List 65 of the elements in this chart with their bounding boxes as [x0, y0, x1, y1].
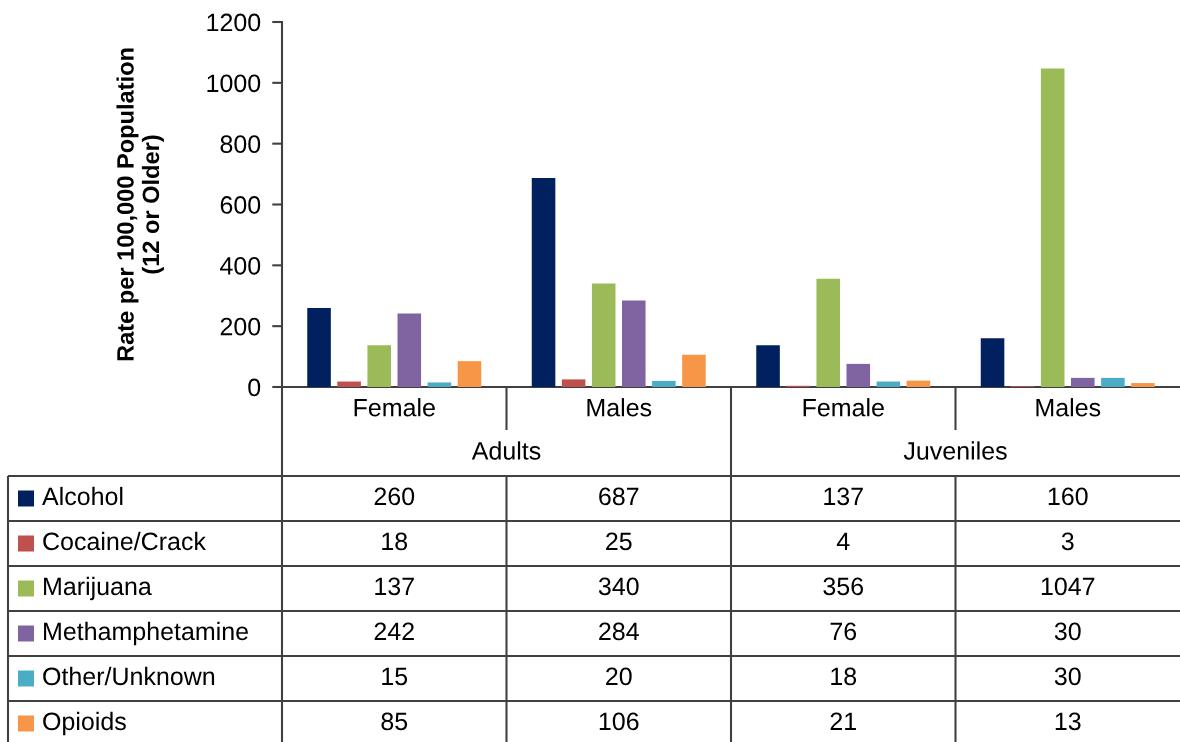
bar [427, 382, 452, 387]
data-label: 25 [606, 532, 632, 551]
data-label: 21 [830, 712, 856, 730]
bar [531, 178, 556, 387]
data-label: 30 [1054, 667, 1081, 686]
bar [816, 278, 840, 387]
y-tick-label: 200 [220, 317, 261, 336]
text: Juveniles [903, 441, 1007, 460]
data-label: 30 [1054, 622, 1081, 641]
bar [1040, 68, 1065, 387]
bar [337, 381, 361, 387]
bar [367, 345, 391, 387]
bar [906, 380, 931, 387]
bar [682, 354, 706, 387]
x-tick-label: Female [354, 398, 435, 417]
legend-label: Other/Unknown [43, 666, 215, 686]
x-tick-label: Males [1036, 398, 1101, 417]
bar [756, 345, 780, 387]
y-tick-label: 1000 [207, 74, 261, 93]
bar [1131, 383, 1155, 387]
data-label: 85 [381, 712, 408, 731]
data-label: 4 [836, 532, 850, 550]
data-label: 3 [1061, 532, 1074, 551]
data-label: 15 [382, 667, 408, 686]
data-label: 137 [824, 487, 863, 506]
data-label: 18 [382, 532, 408, 551]
data-label: 13 [1055, 712, 1081, 731]
bar [1071, 377, 1095, 387]
data-label: 76 [830, 622, 857, 641]
text: Adults [471, 441, 541, 460]
x-tick-label: Female [803, 398, 884, 417]
bar [397, 313, 422, 387]
legend-label: Marijuana [44, 576, 152, 601]
data-label: 20 [606, 667, 632, 686]
data-label: 242 [374, 622, 414, 640]
bar [307, 307, 331, 387]
data-label: 284 [599, 622, 639, 641]
legend-label: Methamphetamine [44, 621, 248, 646]
data-label: 260 [374, 487, 415, 506]
bar [561, 379, 586, 387]
legend-label: Cocaine/Crack [43, 531, 206, 551]
y-tick-label: 800 [220, 135, 261, 153]
data-label: 1047 [1041, 577, 1095, 596]
data-label: 137 [375, 577, 414, 596]
bar [622, 300, 646, 387]
bar [980, 338, 1005, 387]
bar [457, 361, 482, 387]
bar [591, 283, 616, 387]
y-tick-label: 0 [248, 378, 261, 397]
y-tick-label: 1200 [207, 13, 261, 32]
data-label: 340 [598, 577, 639, 596]
y-tick-label: 400 [220, 256, 261, 275]
data-label: 687 [599, 487, 639, 506]
data-label: 160 [1048, 487, 1088, 506]
y-axis-title: Rate per 100,000 Population (12 or Older) [116, 48, 164, 361]
x-tick-label: Males [587, 398, 652, 417]
data-label: 106 [599, 712, 639, 731]
bar [1101, 377, 1125, 387]
y-tick-label: 600 [220, 196, 261, 214]
data-label: 356 [823, 577, 864, 596]
legend-label: Alcohol [42, 486, 123, 506]
data-label: 18 [831, 667, 857, 686]
bar [652, 380, 676, 387]
legend-label: Opioids [43, 711, 126, 736]
bar [846, 363, 871, 387]
